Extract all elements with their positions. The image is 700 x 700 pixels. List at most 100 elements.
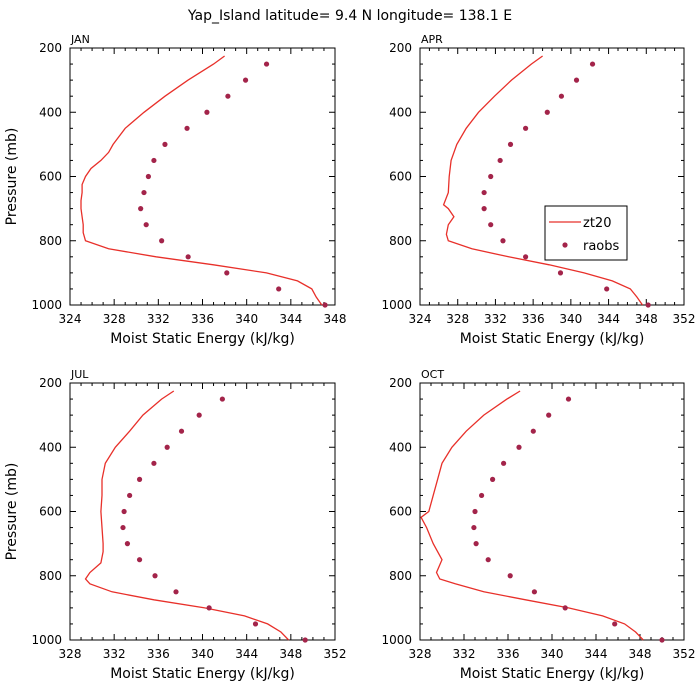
x-tick-label: 340 (191, 647, 214, 661)
data-point-raobs (573, 77, 580, 83)
x-tick-label: 332 (453, 647, 476, 661)
data-point-raobs (242, 77, 249, 83)
x-tick-label: 340 (235, 312, 258, 326)
x-axis-label: Moist Static Energy (kJ/kg) (460, 331, 645, 347)
plot-frame (419, 47, 685, 306)
y-tick-label: 600 (39, 505, 62, 519)
data-point-raobs (302, 637, 308, 643)
data-point-raobs (645, 302, 651, 308)
y-tick-label: 200 (39, 41, 62, 55)
x-tick-label: 348 (635, 312, 658, 326)
x-tick-label: 332 (147, 312, 170, 326)
data-point-raobs (152, 573, 158, 579)
y-tick-label: 800 (39, 234, 62, 248)
data-point-raobs (136, 476, 143, 482)
y-tick-label: 1000 (31, 633, 62, 647)
plot-frame (419, 382, 685, 641)
data-point-raobs (507, 573, 513, 579)
legend-marker-swatch (562, 242, 568, 248)
data-point-raobs (544, 109, 550, 115)
data-point-raobs (589, 61, 596, 67)
x-tick-label: 332 (484, 312, 507, 326)
data-point-raobs (565, 396, 572, 402)
y-tick-label: 400 (39, 105, 62, 119)
series-line-zt20 (84, 390, 290, 641)
y-tick-label: 800 (39, 569, 62, 583)
y-tick-label: 600 (39, 170, 62, 184)
data-point-raobs (530, 428, 536, 434)
data-point-raobs (488, 222, 494, 228)
data-point-raobs (204, 109, 210, 115)
data-point-raobs (604, 286, 610, 292)
x-tick-label: 352 (673, 312, 696, 326)
panel-label: JUL (70, 368, 89, 381)
data-point-raobs (141, 189, 147, 196)
panel-label: APR (421, 33, 443, 46)
legend-label-obs: raobs (583, 239, 620, 254)
y-axis-label: Pressure (mb) (4, 128, 20, 226)
figure-title: Yap_Island latitude= 9.4 N longitude= 13… (187, 8, 512, 24)
x-tick-label: 324 (409, 312, 432, 326)
data-point-raobs (557, 270, 564, 276)
y-tick-label: 400 (39, 440, 62, 454)
series-line-zt20 (80, 55, 323, 306)
legend: zt20 raobs (544, 205, 628, 261)
x-tick-label: 328 (103, 312, 126, 326)
x-tick-label: 336 (522, 312, 545, 326)
data-point-raobs (473, 541, 479, 547)
data-point-raobs (224, 270, 230, 276)
y-tick-label: 400 (389, 105, 412, 119)
data-point-raobs (659, 637, 665, 643)
data-point-raobs (196, 412, 202, 418)
y-tick-label: 600 (389, 505, 412, 519)
panel-apr: 324 328 332 336 340 344 348 352 200 400 600 800 1000… (381, 33, 695, 347)
legend-label-model: zt20 (583, 216, 611, 231)
data-point-raobs (490, 476, 496, 482)
plot-frame (69, 382, 336, 641)
data-point-raobs (523, 125, 529, 131)
y-tick-label: 200 (389, 376, 412, 390)
x-tick-label: 344 (585, 647, 608, 661)
data-point-raobs (507, 141, 514, 147)
data-point-raobs (471, 524, 477, 531)
x-tick-label: 328 (409, 647, 432, 661)
data-point-raobs (523, 254, 529, 260)
x-tick-label: 348 (629, 647, 652, 661)
data-point-raobs (481, 189, 487, 196)
data-point-raobs (219, 396, 225, 402)
data-point-raobs (206, 605, 212, 611)
x-tick-label: 340 (541, 647, 564, 661)
data-point-raobs (322, 302, 328, 308)
y-tick-label: 200 (389, 41, 412, 55)
x-axis-label: Moist Static Energy (kJ/kg) (460, 666, 645, 682)
data-point-raobs (143, 222, 149, 228)
y-tick-label: 600 (389, 170, 412, 184)
x-axis-label: Moist Static Energy (kJ/kg) (110, 666, 295, 682)
data-point-raobs (164, 444, 170, 450)
data-point-raobs (488, 173, 494, 180)
data-point-raobs (185, 254, 191, 260)
x-tick-label: 340 (559, 312, 582, 326)
data-point-raobs (162, 141, 168, 147)
x-tick-label: 348 (279, 647, 302, 661)
data-point-raobs (159, 238, 165, 244)
y-tick-label: 1000 (31, 298, 62, 312)
data-point-raobs (479, 492, 485, 499)
panel-label: JAN (70, 33, 90, 46)
data-point-raobs (178, 428, 185, 434)
y-axis-label: Pressure (mb) (4, 463, 20, 561)
y-tick-label: 400 (389, 440, 412, 454)
y-tick-label: 1000 (381, 633, 412, 647)
data-point-raobs (497, 157, 503, 164)
data-point-raobs (120, 524, 126, 531)
data-point-raobs (173, 589, 179, 595)
data-point-raobs (145, 173, 151, 180)
y-tick-label: 1000 (381, 298, 412, 312)
x-tick-label: 324 (59, 312, 82, 326)
panel-label: OCT (421, 368, 444, 381)
x-tick-label: 352 (673, 647, 696, 661)
data-point-raobs (263, 61, 270, 67)
data-point-raobs (184, 125, 190, 131)
data-point-raobs (151, 460, 157, 466)
